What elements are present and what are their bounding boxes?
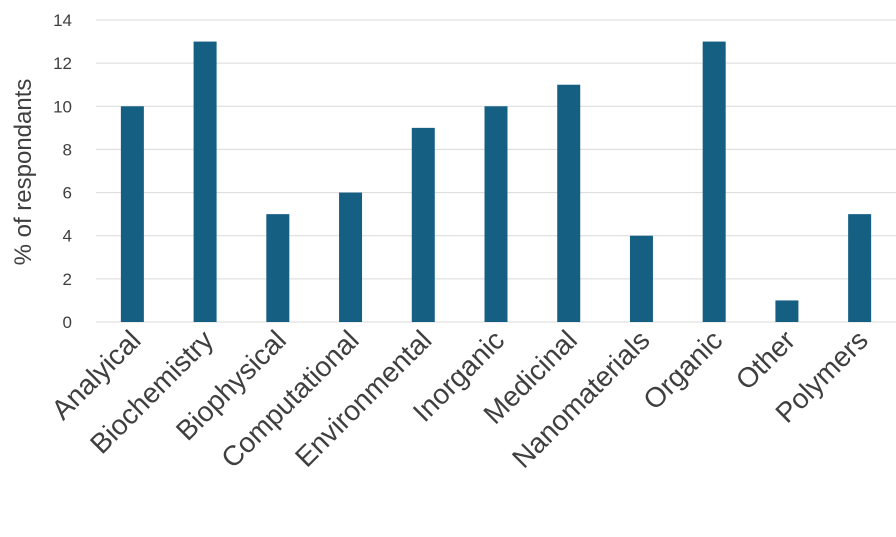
y-tick-label: 10	[53, 97, 72, 116]
y-tick-label: 0	[63, 313, 72, 332]
y-tick-label: 4	[63, 227, 72, 246]
bar-nanomaterials	[629, 235, 653, 322]
category-label: Organic	[637, 324, 728, 415]
bar-environmental	[411, 127, 435, 322]
bar-organic	[702, 41, 726, 322]
y-tick-label: 6	[63, 184, 72, 203]
y-tick-label: 8	[63, 140, 72, 159]
category-labels: AnalyicalBiochemistryBiophysicalComputat…	[45, 324, 873, 474]
y-tick-label: 2	[63, 270, 72, 289]
bar-biophysical	[266, 214, 290, 322]
y-tick-label: 12	[53, 54, 72, 73]
bar-analyical	[120, 106, 144, 323]
bar-biochemistry	[193, 41, 217, 322]
bar-other	[775, 300, 799, 322]
bar-medicinal	[557, 84, 581, 322]
y-axis-title: % of respondants	[10, 79, 37, 266]
bars	[120, 41, 872, 323]
y-tick-label: 14	[53, 11, 72, 30]
bar-computational	[339, 192, 363, 322]
y-tick-labels: 0 2 4 6 8 10 12 14	[53, 11, 72, 332]
bar-polymers	[848, 214, 872, 322]
bar-inorganic	[484, 106, 508, 323]
